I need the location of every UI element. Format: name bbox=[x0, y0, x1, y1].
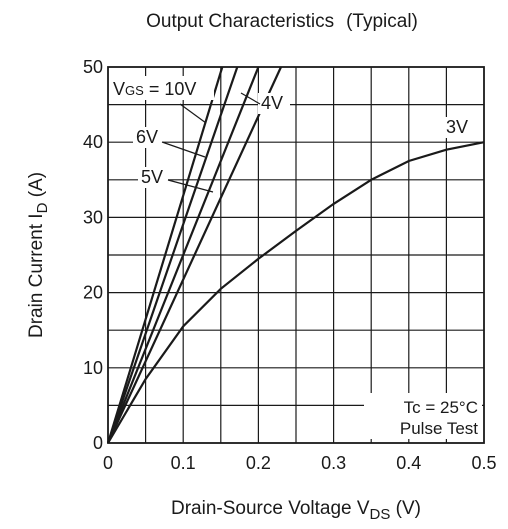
label-vgs-prefix: V bbox=[113, 79, 125, 99]
y-tick-label: 40 bbox=[83, 132, 103, 152]
grid bbox=[108, 67, 484, 443]
label-bg-4v bbox=[258, 93, 290, 114]
label-bg-conditions bbox=[364, 393, 482, 439]
y-tick-label: 50 bbox=[83, 57, 103, 77]
x-tick-label: 0 bbox=[103, 453, 113, 473]
y-tick-label: 20 bbox=[83, 283, 103, 303]
chart-title-main: Output Characteristics bbox=[146, 11, 334, 32]
y-axis-ticks: 0 10 20 30 40 50 bbox=[83, 57, 103, 453]
leader-5v bbox=[167, 179, 214, 193]
curves bbox=[106, 66, 485, 444]
label-bg-5v bbox=[138, 167, 168, 188]
x-axis-label: Drain-Source Voltage VDS (V) bbox=[171, 498, 421, 523]
label-bg-3v bbox=[443, 117, 475, 138]
x-tick-label: 0.1 bbox=[171, 453, 196, 473]
leader-4v bbox=[240, 92, 261, 105]
curve-vgs-5v bbox=[106, 66, 260, 444]
chart-title-suffix: (Typical) bbox=[346, 11, 418, 32]
x-axis-label-main: Drain-Source Voltage V bbox=[171, 498, 370, 519]
y-axis-label-sub: D bbox=[34, 202, 51, 213]
x-axis-label-unit: (V) bbox=[390, 498, 421, 519]
y-tick-label: 10 bbox=[83, 358, 103, 378]
curve-vgs-4v bbox=[107, 66, 282, 444]
leader-6v bbox=[161, 141, 206, 158]
x-axis-label-sub: DS bbox=[370, 506, 391, 523]
label-bg-vgs bbox=[111, 76, 214, 100]
curve-vgs-10v bbox=[106, 66, 224, 444]
label-vgs-10v: VGS = 10V bbox=[113, 79, 196, 99]
x-axis-ticks: 0 0.1 0.2 0.3 0.4 0.5 bbox=[103, 453, 497, 473]
label-3v: 3V bbox=[446, 117, 468, 137]
curve-vgs-6v bbox=[106, 66, 239, 444]
y-axis-label-unit: (A) bbox=[26, 172, 47, 203]
condition-temperature: Tc = 25°C bbox=[404, 398, 478, 417]
label-6v: 6V bbox=[136, 127, 158, 147]
plot-frame bbox=[107, 66, 485, 444]
y-tick-label: 0 bbox=[93, 433, 103, 453]
x-tick-label: 0.5 bbox=[471, 453, 496, 473]
label-vgs-sub: GS bbox=[125, 83, 144, 98]
label-5v: 5V bbox=[141, 167, 163, 187]
label-bg-6v bbox=[133, 127, 163, 148]
y-axis-label-main: Drain Current I bbox=[26, 213, 47, 338]
label-4v: 4V bbox=[261, 93, 283, 113]
curve-vgs-3v bbox=[107, 141, 485, 444]
x-tick-label: 0.4 bbox=[396, 453, 421, 473]
y-tick-label: 30 bbox=[83, 207, 103, 227]
condition-pulse-test: Pulse Test bbox=[400, 419, 478, 438]
y-axis-label: Drain Current ID (A) bbox=[26, 172, 51, 338]
label-vgs-value: = 10V bbox=[144, 79, 197, 99]
chart-title: Output Characteristics (Typical) bbox=[146, 11, 418, 32]
x-tick-label: 0.3 bbox=[321, 453, 346, 473]
x-tick-label: 0.2 bbox=[246, 453, 271, 473]
leader-10v bbox=[179, 103, 207, 124]
